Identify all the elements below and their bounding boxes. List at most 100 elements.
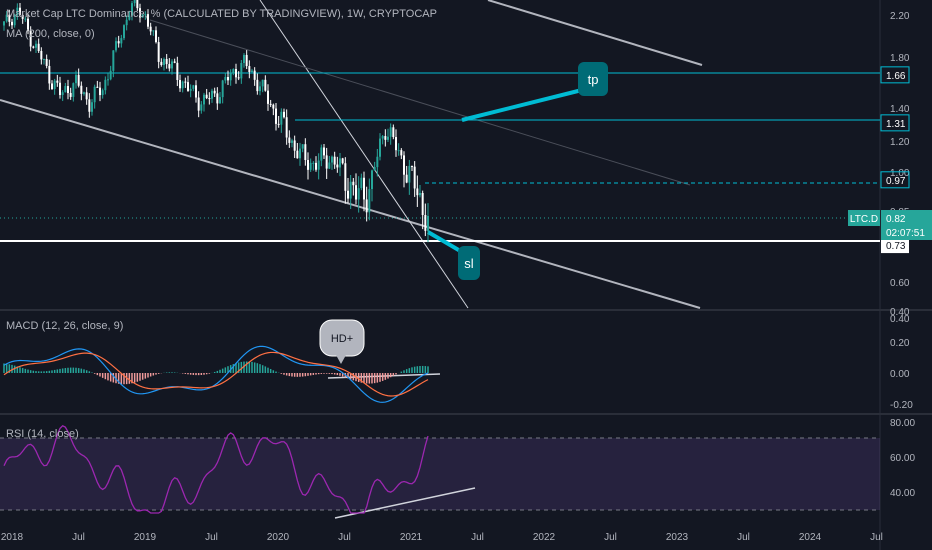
candle[interactable]: [339, 158, 341, 168]
candle-series[interactable]: [3, 0, 429, 243]
candle[interactable]: [200, 104, 203, 111]
candle[interactable]: [421, 192, 424, 216]
candle[interactable]: [51, 83, 53, 89]
candle[interactable]: [253, 70, 256, 80]
candle[interactable]: [123, 25, 125, 39]
candle[interactable]: [88, 99, 91, 112]
candle[interactable]: [325, 155, 328, 169]
candle[interactable]: [299, 148, 301, 159]
candle[interactable]: [56, 80, 59, 83]
candle[interactable]: [141, 14, 144, 18]
candle[interactable]: [352, 181, 355, 186]
candle[interactable]: [5, 14, 8, 22]
candle[interactable]: [331, 156, 333, 163]
candle[interactable]: [101, 90, 104, 96]
rsi-line[interactable]: [3, 424, 429, 514]
candle[interactable]: [117, 41, 120, 44]
candle[interactable]: [269, 103, 272, 105]
candle[interactable]: [240, 62, 243, 79]
candle[interactable]: [211, 90, 213, 99]
candle[interactable]: [373, 167, 376, 171]
macd-series[interactable]: [3, 345, 429, 403]
candle[interactable]: [16, 7, 19, 15]
candle[interactable]: [251, 70, 253, 73]
candle[interactable]: [309, 162, 312, 170]
candle[interactable]: [125, 19, 128, 26]
candle[interactable]: [40, 50, 43, 60]
mid-channel-line[interactable]: [149, 19, 691, 186]
candle[interactable]: [168, 64, 171, 69]
candle[interactable]: [8, 14, 11, 22]
candle[interactable]: [144, 14, 147, 16]
candle[interactable]: [387, 136, 389, 140]
candle[interactable]: [408, 165, 411, 183]
candle[interactable]: [389, 127, 392, 137]
candle[interactable]: [24, 18, 27, 20]
candle[interactable]: [400, 150, 403, 156]
candle[interactable]: [237, 77, 240, 79]
candle[interactable]: [277, 123, 280, 125]
tp-callout[interactable]: [578, 62, 608, 96]
candle[interactable]: [336, 164, 339, 168]
candle[interactable]: [155, 30, 157, 43]
candle[interactable]: [205, 94, 208, 99]
candle[interactable]: [360, 177, 363, 189]
upper-channel-line[interactable]: [487, 0, 703, 66]
candle[interactable]: [3, 21, 5, 26]
candle[interactable]: [424, 215, 427, 231]
candle[interactable]: [291, 140, 293, 143]
candle[interactable]: [109, 70, 112, 80]
candle[interactable]: [13, 14, 16, 26]
candle[interactable]: [379, 138, 381, 157]
macd-divergence-line[interactable]: [327, 373, 441, 379]
candle[interactable]: [27, 18, 29, 31]
candle[interactable]: [128, 15, 131, 20]
candle[interactable]: [392, 127, 395, 138]
descending-trendline[interactable]: [259, 0, 469, 309]
candle[interactable]: [232, 69, 235, 74]
candle[interactable]: [139, 8, 141, 18]
candle[interactable]: [267, 90, 269, 104]
macd-line[interactable]: [3, 345, 429, 403]
candle[interactable]: [341, 158, 344, 164]
candle[interactable]: [120, 38, 123, 44]
candle[interactable]: [189, 88, 192, 91]
candle[interactable]: [248, 66, 251, 73]
candle[interactable]: [83, 92, 85, 94]
candle[interactable]: [245, 54, 248, 67]
candle[interactable]: [131, 3, 133, 16]
candle[interactable]: [403, 155, 405, 175]
candle[interactable]: [264, 79, 267, 91]
candle[interactable]: [165, 58, 168, 65]
candle[interactable]: [323, 147, 325, 156]
candle[interactable]: [133, 0, 136, 4]
sl-callout[interactable]: [458, 246, 480, 280]
candle[interactable]: [288, 137, 291, 143]
candle[interactable]: [187, 82, 189, 91]
candle[interactable]: [283, 111, 285, 118]
candle[interactable]: [307, 160, 309, 170]
candle[interactable]: [104, 79, 107, 91]
candle[interactable]: [157, 42, 160, 62]
candle[interactable]: [208, 98, 211, 100]
candle[interactable]: [29, 30, 32, 47]
candle[interactable]: [19, 7, 21, 15]
candle[interactable]: [328, 162, 331, 169]
candle[interactable]: [61, 92, 64, 95]
candle[interactable]: [147, 14, 149, 27]
lower-channel-line[interactable]: [0, 99, 701, 309]
candle[interactable]: [53, 80, 56, 89]
candle[interactable]: [99, 87, 101, 96]
candle[interactable]: [312, 162, 315, 164]
candle[interactable]: [91, 102, 93, 112]
candle[interactable]: [419, 192, 421, 196]
candle[interactable]: [149, 26, 152, 32]
candle[interactable]: [280, 111, 283, 125]
candle[interactable]: [195, 85, 197, 98]
candle[interactable]: [192, 85, 195, 89]
candle[interactable]: [72, 83, 75, 97]
candle[interactable]: [32, 46, 35, 48]
candle[interactable]: [272, 104, 275, 109]
candle[interactable]: [96, 86, 99, 88]
candle[interactable]: [176, 62, 179, 80]
